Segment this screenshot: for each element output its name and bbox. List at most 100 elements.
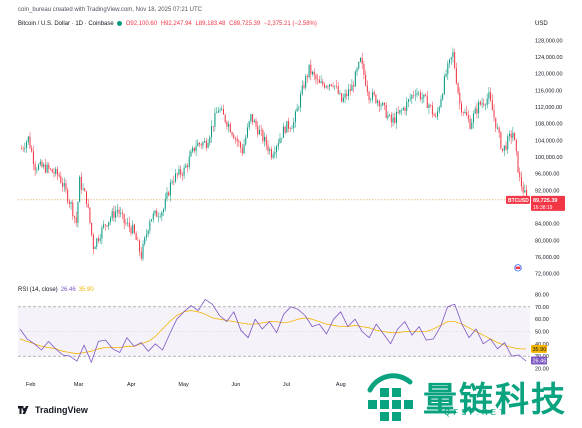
rsi-tick-label: 60.00: [535, 317, 549, 323]
candle: [303, 81, 305, 90]
candle-body: [296, 108, 298, 112]
candle-body: [67, 189, 69, 202]
candle: [358, 61, 360, 70]
tradingview-logo[interactable]: TradingView: [18, 405, 88, 415]
price-tag-value: 89,725.39: [533, 198, 557, 204]
candle: [234, 136, 236, 144]
candle-body: [154, 210, 156, 214]
candle: [75, 211, 77, 227]
candle-body: [274, 152, 276, 155]
candle: [399, 109, 401, 115]
candle-body: [120, 212, 122, 214]
candle: [313, 68, 315, 81]
candle-body: [246, 127, 248, 138]
candle: [36, 167, 38, 174]
candle-body: [50, 168, 52, 170]
candle-body: [197, 142, 199, 147]
candle: [111, 207, 113, 221]
symbol-legend: Bitcoin / U.S. Dollar · 1D · Coinbase O92…: [18, 21, 317, 27]
candle: [137, 236, 139, 241]
candle-body: [209, 137, 211, 143]
candle-body: [200, 144, 202, 146]
candle: [323, 82, 326, 90]
candle-body: [404, 108, 406, 111]
candle-body: [294, 111, 296, 123]
candle-body: [272, 154, 274, 158]
candle-body: [157, 216, 159, 218]
candle: [288, 117, 290, 133]
candle-body: [413, 95, 415, 96]
candle-body: [99, 238, 101, 241]
candle: [472, 110, 475, 129]
candle-body: [140, 251, 142, 259]
candle-body: [60, 176, 62, 183]
candle-body: [335, 85, 338, 87]
candle: [128, 217, 130, 233]
candle-body: [212, 126, 214, 127]
candle-body: [204, 141, 206, 143]
candle: [277, 138, 279, 151]
candle: [31, 145, 33, 153]
candle-body: [505, 145, 507, 150]
candle-body: [457, 83, 459, 93]
candle-body: [20, 148, 22, 150]
candle-body: [459, 92, 461, 104]
candle-body: [214, 112, 216, 127]
candle-body: [301, 85, 303, 95]
candle: [22, 146, 24, 153]
candle: [56, 166, 58, 181]
candle-body: [361, 57, 363, 65]
high-value: H92,247.94: [160, 21, 192, 28]
rsi-tag-value: 26.46: [533, 359, 547, 365]
candle: [377, 99, 379, 107]
candle-body: [515, 140, 517, 152]
price-tag-countdown: 16:38:19: [533, 205, 553, 211]
candle: [346, 89, 348, 100]
candle-body: [118, 209, 120, 214]
candle: [219, 107, 221, 113]
candle: [507, 133, 509, 154]
candle-body: [181, 174, 183, 176]
candle: [171, 179, 173, 185]
candle-body: [359, 57, 361, 62]
candle: [447, 60, 449, 81]
candle: [85, 191, 88, 208]
candle: [296, 103, 298, 112]
candle-body: [137, 239, 139, 241]
candle: [368, 90, 370, 104]
candle: [41, 159, 43, 168]
candle-body: [397, 111, 399, 113]
candle: [522, 181, 524, 198]
candle-body: [27, 136, 29, 142]
candle: [274, 146, 276, 159]
candle: [425, 93, 427, 97]
candle: [209, 135, 211, 146]
market-status-icon: [116, 21, 122, 26]
candle-body: [342, 97, 344, 102]
candle: [190, 148, 192, 158]
candle: [156, 208, 158, 218]
candle-body: [298, 107, 300, 109]
candle: [262, 128, 264, 144]
candle-body: [89, 207, 91, 223]
candle-body: [238, 141, 240, 143]
candle: [68, 199, 70, 209]
candle-body: [41, 161, 43, 167]
candle-body: [63, 183, 65, 187]
candle: [32, 145, 34, 171]
candle-body: [440, 99, 442, 108]
candle: [308, 64, 310, 80]
candle: [29, 132, 31, 150]
candle: [418, 90, 420, 96]
candle-body: [300, 94, 302, 108]
candle-body: [53, 172, 55, 174]
candle: [335, 79, 338, 89]
candle-body: [349, 89, 351, 91]
candle: [457, 81, 459, 95]
candle: [491, 94, 493, 111]
candle-body: [510, 133, 512, 138]
tradingview-logo-icon: [18, 406, 29, 414]
candle: [337, 82, 339, 95]
candle: [163, 207, 165, 216]
